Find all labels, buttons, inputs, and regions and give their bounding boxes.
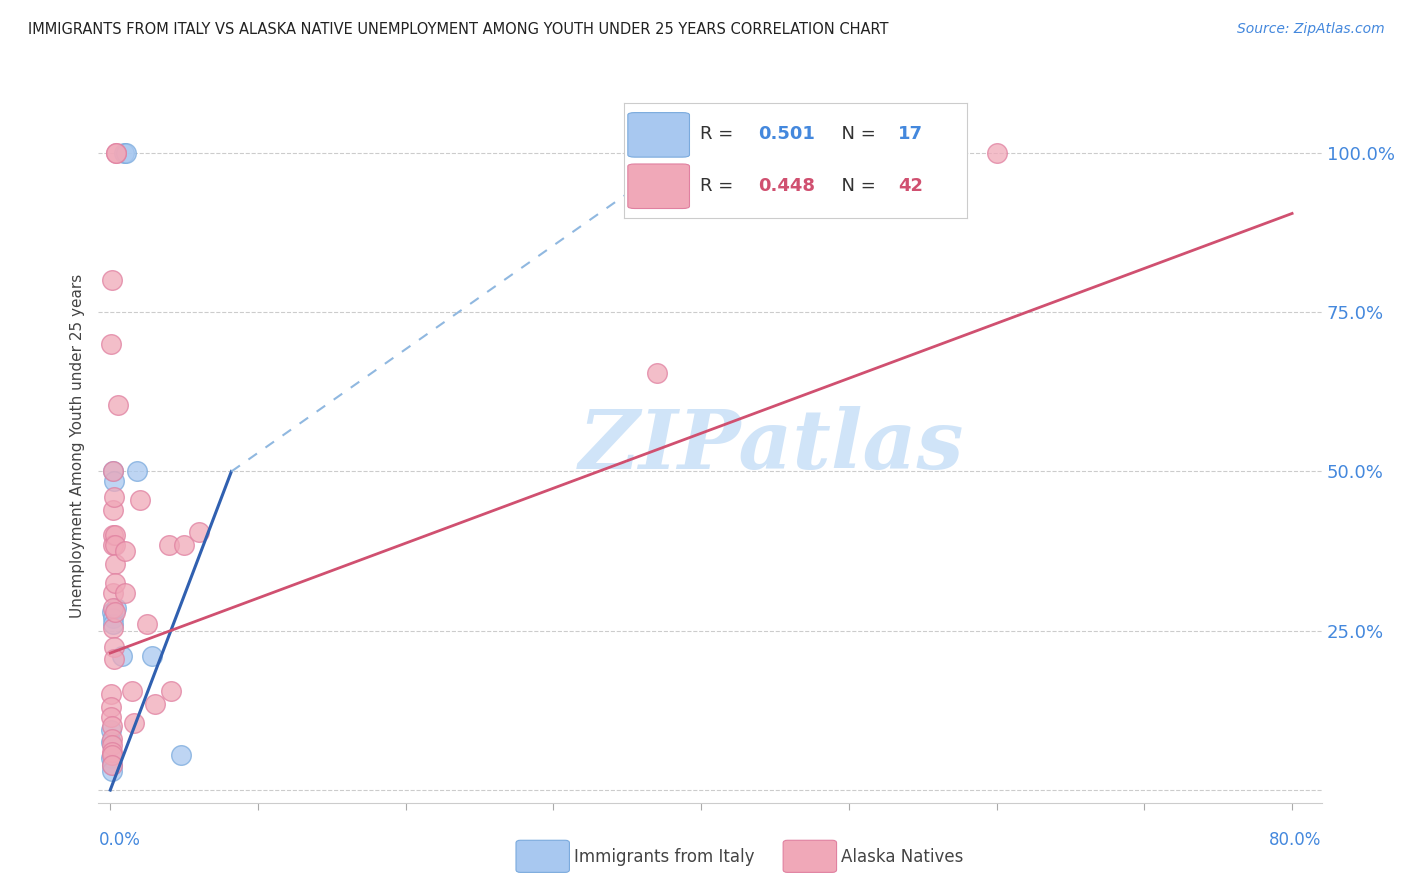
Point [105, 145, 128, 160]
Point [103, 538, 125, 552]
Point [103, 601, 125, 615]
Point [103, 585, 125, 599]
Point [115, 145, 138, 160]
Point [125, 465, 148, 479]
Text: Alaska Natives: Alaska Natives [841, 848, 963, 866]
Text: 0.0%: 0.0% [98, 831, 141, 849]
Point [104, 557, 127, 571]
Point [100, 337, 122, 351]
Point [122, 716, 145, 731]
Point [101, 605, 124, 619]
Text: 80.0%: 80.0% [1270, 831, 1322, 849]
Point [986, 145, 1008, 160]
Point [111, 649, 134, 664]
Point [100, 735, 122, 749]
Point [141, 649, 163, 664]
Text: ZIPatlas: ZIPatlas [578, 406, 965, 486]
Point [103, 474, 125, 488]
Point [100, 710, 122, 724]
Point [100, 739, 122, 753]
Point [101, 273, 124, 287]
Point [128, 493, 150, 508]
Point [104, 538, 127, 552]
Text: Source: ZipAtlas.com: Source: ZipAtlas.com [1237, 22, 1385, 37]
Point [101, 764, 124, 778]
Point [103, 490, 125, 504]
Point [103, 621, 125, 635]
Point [104, 605, 127, 619]
Point [103, 465, 125, 479]
Point [103, 617, 125, 632]
Point [159, 684, 181, 698]
Point [107, 398, 129, 412]
Point [112, 145, 135, 160]
Point [645, 366, 668, 380]
Point [100, 747, 122, 762]
Point [136, 617, 159, 632]
Point [100, 688, 122, 702]
Point [187, 524, 209, 539]
Point [114, 585, 136, 599]
Point [105, 145, 128, 160]
Point [100, 723, 122, 737]
Point [100, 719, 122, 733]
Point [100, 757, 122, 772]
Text: Immigrants from Italy: Immigrants from Italy [574, 848, 754, 866]
Point [100, 732, 122, 747]
Point [114, 544, 136, 558]
Point [101, 502, 124, 516]
Point [101, 528, 124, 542]
Point [100, 700, 122, 714]
Point [103, 652, 125, 666]
Point [105, 601, 128, 615]
Point [101, 611, 124, 625]
Point [143, 697, 166, 711]
Point [157, 538, 180, 552]
Point [173, 538, 195, 552]
Text: IMMIGRANTS FROM ITALY VS ALASKA NATIVE UNEMPLOYMENT AMONG YOUTH UNDER 25 YEARS C: IMMIGRANTS FROM ITALY VS ALASKA NATIVE U… [28, 22, 889, 37]
Point [104, 528, 127, 542]
Point [100, 757, 122, 772]
Point [121, 684, 143, 698]
Point [100, 745, 122, 759]
Point [103, 640, 125, 654]
Point [104, 576, 127, 591]
Y-axis label: Unemployment Among Youth under 25 years: Unemployment Among Youth under 25 years [70, 274, 86, 618]
Point [100, 751, 122, 765]
Point [170, 747, 193, 762]
Point [101, 465, 124, 479]
